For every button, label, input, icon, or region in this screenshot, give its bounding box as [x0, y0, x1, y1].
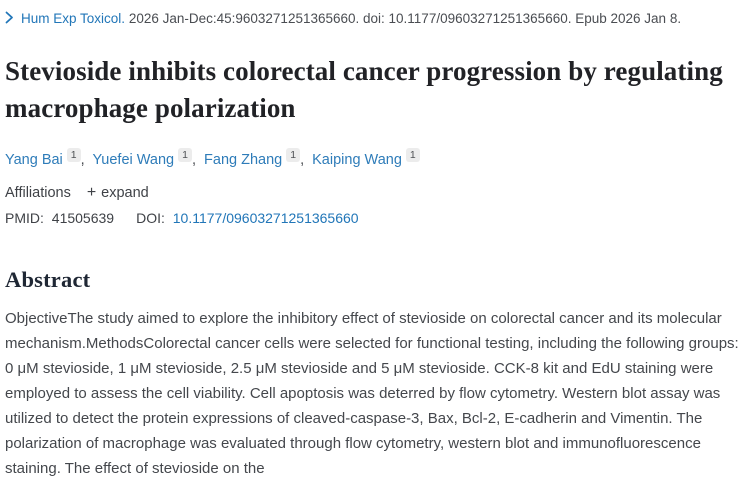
article-title: Stevioside inhibits colorectal cancer pr… [5, 56, 723, 123]
author-item: Kaiping Wang 1 [312, 148, 420, 168]
citation-banner: Hum Exp Toxicol. 2026 Jan-Dec:45:9603271… [5, 7, 744, 31]
identifiers-row: PMID: 41505639 DOI: 10.1177/096032712513… [5, 210, 744, 226]
citation-epub: Epub 2026 Jan 8. [575, 11, 682, 26]
article-page: Hum Exp Toxicol. 2026 Jan-Dec:45:9603271… [5, 7, 744, 477]
author-affiliation-badge: 1 [178, 148, 192, 162]
plus-icon: + [86, 184, 97, 201]
abstract-text: ObjectiveThe study aimed to explore the … [5, 310, 739, 477]
citation-details: 2026 Jan-Dec:45:9603271251365660. doi: 1… [128, 11, 572, 26]
pmid-label: PMID: [5, 210, 44, 226]
author-item: Yang Bai 1, [5, 148, 89, 168]
author-item: Fang Zhang 1, [204, 148, 308, 168]
abstract-heading: Abstract [5, 267, 91, 292]
author-link[interactable]: Yang Bai [5, 152, 63, 168]
author-affiliation-badge: 1 [66, 148, 81, 162]
author-item: Yuefei Wang 1, [92, 148, 200, 168]
pmid-group: PMID: 41505639 [5, 210, 114, 226]
author-link[interactable]: Yuefei Wang [92, 152, 175, 168]
author-separator: , [300, 152, 305, 168]
author-link[interactable]: Fang Zhang [204, 152, 283, 168]
journal-toggle-chevron-icon[interactable] [5, 8, 14, 31]
author-link[interactable]: Kaiping Wang [312, 152, 402, 168]
doi-label: DOI: [136, 210, 165, 226]
expand-label: expand [101, 185, 149, 201]
author-separator: , [191, 152, 196, 168]
affiliations-expand-button[interactable]: + expand [86, 184, 149, 202]
author-affiliation-badge: 1 [405, 148, 420, 162]
author-affiliation-badge: 1 [286, 148, 301, 162]
affiliations-row: Affiliations + expand [5, 184, 744, 202]
authors-list: Yang Bai 1, Yuefei Wang 1, Fang Zhang 1, Ka… [5, 148, 744, 168]
pmid-value: 41505639 [51, 210, 115, 226]
journal-link[interactable]: Hum Exp Toxicol. [21, 11, 126, 26]
affiliations-label: Affiliations [5, 185, 71, 201]
author-separator: , [80, 152, 85, 168]
doi-group: DOI: 10.1177/09603271251365660 [136, 210, 359, 226]
doi-link[interactable]: 10.1177/09603271251365660 [172, 210, 359, 226]
